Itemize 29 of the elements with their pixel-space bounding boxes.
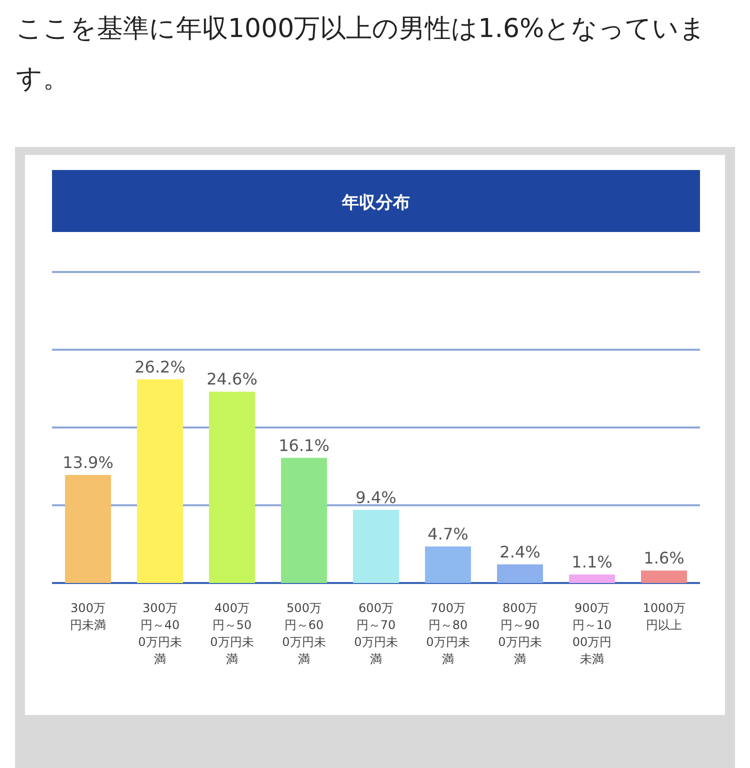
x-tick-label: 300万円～400万円未満 <box>138 600 182 668</box>
data-label: 4.7% <box>428 524 468 544</box>
bar <box>569 574 615 583</box>
data-label: 13.9% <box>62 452 114 472</box>
chart-title: 年収分布 <box>341 193 410 213</box>
bar <box>641 570 687 583</box>
x-tick-label: 900万円～1000万円未満 <box>571 600 613 668</box>
x-tick-label: 700万円～800万円未満 <box>426 600 470 668</box>
text: ここを基準に年収1000万以上の男性は1.6%となっています。 <box>16 13 708 96</box>
bar <box>281 458 327 583</box>
bar <box>497 564 543 583</box>
bar <box>137 379 183 583</box>
data-label: 26.2% <box>134 357 186 376</box>
data-label: 1.6% <box>644 548 684 568</box>
x-tick-label: 600万円～700万円未満 <box>354 600 398 668</box>
data-label: 24.6% <box>206 370 258 389</box>
data-label: 16.1% <box>278 436 330 455</box>
x-tick-label: 500万円～600万円未満 <box>282 600 326 668</box>
data-label: 2.4% <box>500 542 540 562</box>
bar <box>425 546 471 583</box>
x-tick-label: 400万円～500万円未満 <box>210 600 254 668</box>
x-tick-label: 800万円～900万円未満 <box>498 600 542 668</box>
bar <box>353 510 399 583</box>
data-label: 1.1% <box>572 552 612 572</box>
x-tick-label: 300万円未満 <box>69 600 107 634</box>
x-tick-label: 1000万円以上 <box>642 600 686 634</box>
bar <box>65 474 111 583</box>
data-label: 9.4% <box>356 488 396 507</box>
bar <box>209 392 255 583</box>
